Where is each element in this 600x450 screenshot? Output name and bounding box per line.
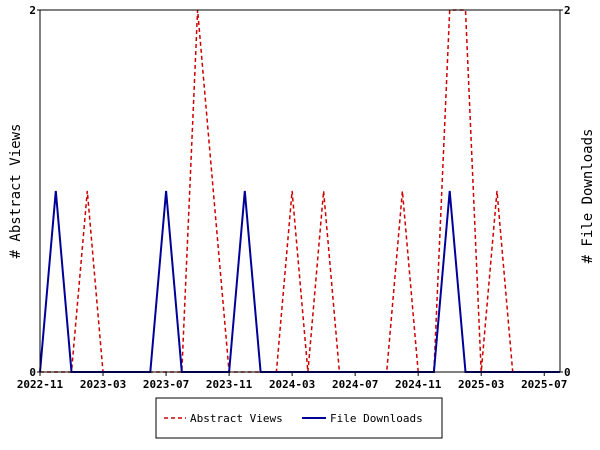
legend-box [155,397,443,439]
legend: Abstract Views File Downloads [155,397,443,439]
x-tick-label: 2025-07 [521,378,567,391]
y2-axis-title: # File Downloads [580,129,596,264]
left-tick-label: 0 [29,366,36,379]
series-line-abstract-views [40,9,560,373]
x-tick-label: 2023-07 [143,378,189,391]
x-tick-label: 2025-03 [458,378,504,391]
plot-frame [39,9,561,373]
y-axis-title: # Abstract Views [8,124,24,259]
x-tick-label: 2024-07 [332,378,378,391]
x-axis-ticks: 2022-11 2023-03 2023-07 2023-11 2024-03 2024-… [17,372,567,391]
x-tick-label: 2023-03 [80,378,126,391]
series-lines [39,9,560,373]
left-tick-label: 2 [29,4,36,17]
right-tick-label: 2 [564,4,571,17]
right-tick-label: 0 [564,366,571,379]
x-tick-label: 2024-03 [269,378,315,391]
x-tick-label: 2022-11 [17,378,64,391]
left-axis-ticks: 02 [29,4,40,379]
legend-label-file-downloads: File Downloads [330,412,423,425]
x-tick-label: 2024-11 [395,378,442,391]
right-axis-ticks: 02 [560,4,571,379]
x-tick-label: 2023-11 [206,378,253,391]
legend-label-abstract-views: Abstract Views [190,412,283,425]
